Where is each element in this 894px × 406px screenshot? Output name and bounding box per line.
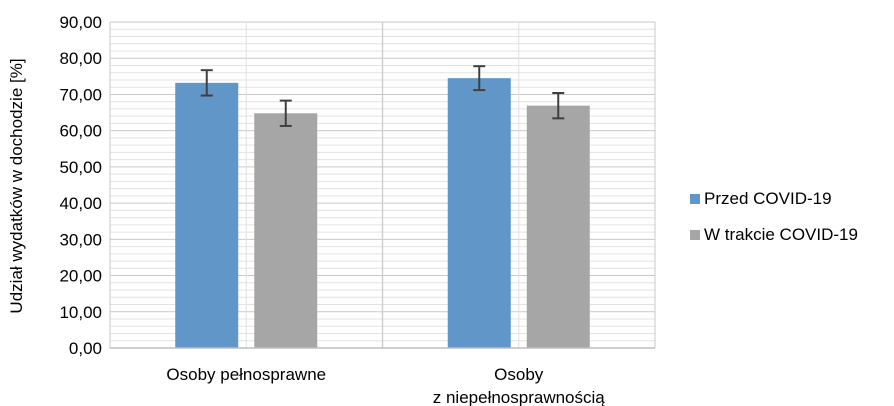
y-tick-label: 10,00	[59, 303, 102, 322]
legend-label: Przed COVID-19	[704, 189, 832, 208]
y-tick-label: 60,00	[59, 122, 102, 141]
y-tick-label: 40,00	[59, 194, 102, 213]
y-axis-tick-labels: 0,00 10,00 20,00 30,00 40,00 50,00 60,00 70,00 8…	[59, 13, 102, 358]
legend-swatch	[690, 230, 700, 240]
y-tick-label: 30,00	[59, 230, 102, 249]
error-bars	[200, 65, 565, 127]
y-tick-label: 50,00	[59, 158, 102, 177]
y-tick-label: 0,00	[69, 339, 102, 358]
bar	[526, 105, 590, 348]
y-tick-label: 80,00	[59, 49, 102, 68]
plot-frame	[109, 22, 656, 349]
x-axis-category-labels: Osoby pełnosprawne Osoby z niepełnosprawno…	[166, 365, 605, 406]
y-tick-label: 70,00	[59, 85, 102, 104]
y-tick-label: 20,00	[59, 267, 102, 286]
x-category-label: Osoby	[494, 365, 544, 384]
x-category-label: Osoby pełnosprawne	[166, 365, 326, 384]
bar	[175, 82, 239, 348]
y-axis-title: Udział wydatków w dochodzie [%]	[7, 58, 26, 313]
legend-swatch	[690, 194, 700, 204]
legend: Przed COVID-19 W trakcie COVID-19	[690, 189, 858, 244]
legend-label: W trakcie COVID-19	[704, 225, 858, 244]
bar	[447, 78, 511, 349]
bars	[175, 78, 590, 349]
y-tick-label: 90,00	[59, 13, 102, 32]
category-dividers	[245, 22, 520, 348]
bar	[254, 113, 318, 348]
x-category-label: z niepełnosprawnością	[433, 388, 606, 406]
